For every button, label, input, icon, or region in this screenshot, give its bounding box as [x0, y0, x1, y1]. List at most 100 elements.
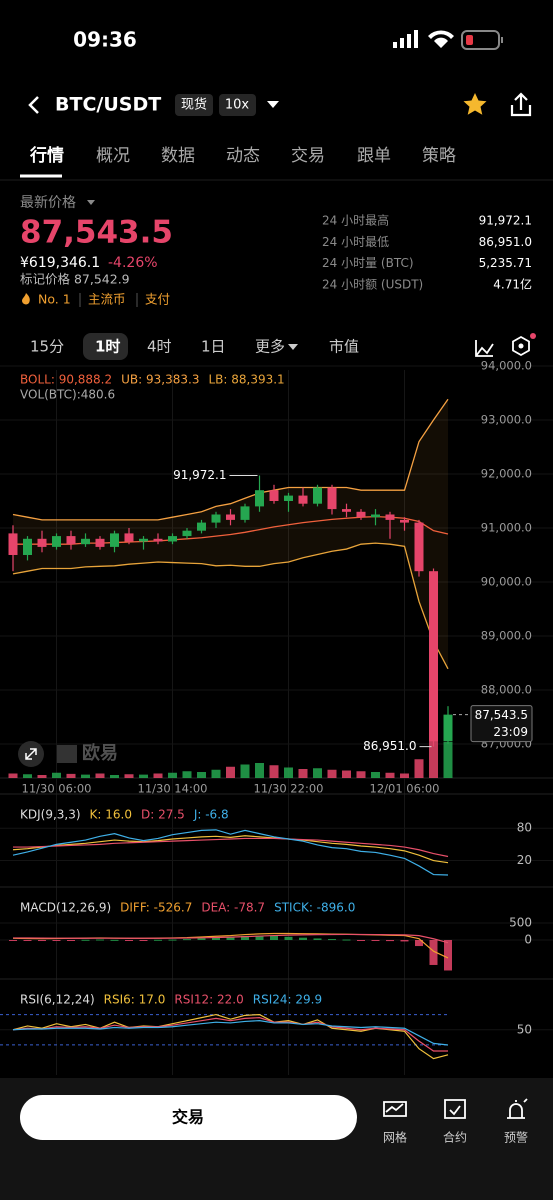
y-tick-label: 94,000.0 — [481, 359, 532, 373]
legend-entry: RSI(6,12,24) — [20, 993, 95, 1007]
candle-body — [443, 714, 453, 742]
boll-line — [12, 542, 449, 670]
macd-stick — [197, 938, 206, 940]
stat-value: 5,235.71 — [479, 256, 532, 270]
legend-entry: STICK: -896.0 — [274, 901, 355, 915]
volume-bar — [284, 767, 293, 778]
volume-bar — [240, 764, 250, 778]
volume-bar — [371, 772, 380, 778]
candle-body — [255, 490, 264, 507]
candle-body — [284, 495, 293, 501]
tag[interactable]: 主流币 — [88, 292, 126, 307]
share[interactable] — [510, 92, 532, 117]
interval[interactable]: 更多 — [255, 338, 285, 356]
volume-bar — [66, 773, 76, 778]
macd-stick — [125, 940, 133, 941]
pair-dropdown[interactable] — [267, 101, 279, 108]
tab[interactable]: 动态 — [226, 146, 260, 166]
grid-icon[interactable] — [383, 1101, 407, 1117]
candle-body — [385, 514, 395, 520]
candle-body — [414, 522, 424, 572]
tab[interactable]: 交易 — [291, 146, 325, 166]
candle-body — [197, 522, 206, 531]
settings-button[interactable] — [512, 335, 530, 357]
candle-body — [23, 538, 32, 555]
volume-bar — [255, 763, 264, 778]
candle-body — [298, 495, 308, 504]
macd-stick — [110, 939, 119, 941]
macd-stick — [81, 939, 90, 941]
volume-bar — [429, 736, 438, 778]
stat-label: 24 小时最低 — [322, 235, 389, 249]
macd-stick — [23, 940, 32, 941]
volume-bar — [37, 775, 47, 778]
badge-bg — [219, 94, 256, 116]
macd-stick — [67, 940, 75, 941]
legend-entry: DIFF: -526.7 — [120, 901, 192, 915]
interval[interactable]: 4时 — [147, 338, 172, 356]
favorite[interactable] — [463, 93, 487, 115]
legend-entry: MACD(12,26,9) — [20, 901, 111, 915]
countdown: 23:09 — [493, 725, 528, 739]
interval[interactable]: 1时 — [95, 338, 120, 356]
tab[interactable]: 跟单 — [357, 146, 391, 166]
candle-body — [52, 536, 61, 547]
tab[interactable]: 概况 — [96, 146, 130, 166]
rsi-line — [12, 1017, 448, 1052]
tag[interactable]: 支付 — [145, 292, 170, 307]
last-price-tag — [470, 705, 533, 743]
volume-bar — [182, 771, 192, 778]
stat-value: 86,951.0 — [479, 235, 532, 249]
volume-bar — [23, 774, 32, 778]
candle-body — [240, 506, 250, 520]
tab[interactable]: 行情 — [29, 145, 64, 166]
change: -4.26% — [108, 255, 158, 271]
alert-icon[interactable] — [507, 1098, 528, 1119]
interval[interactable]: 1日 — [201, 338, 226, 356]
macd-stick — [212, 937, 220, 940]
candle-body — [226, 514, 235, 520]
back-button[interactable] — [28, 96, 39, 114]
legend-entry: J: -6.8 — [193, 808, 229, 822]
tab[interactable]: 策略 — [422, 146, 456, 166]
candle-body — [139, 538, 148, 542]
legend-entry: BOLL: 90,888.2 — [20, 373, 112, 387]
indicator-button[interactable] — [475, 340, 494, 357]
macd-stick — [270, 935, 278, 940]
candle-body — [168, 536, 177, 542]
y-tick-label: 0 — [524, 933, 532, 947]
macd-stick — [386, 940, 394, 942]
interval[interactable]: 市值 — [329, 338, 359, 356]
x-tick-label: 12/01 06:00 — [370, 782, 440, 796]
contract-icon[interactable] — [444, 1099, 466, 1119]
candle-body — [95, 538, 105, 547]
volume-bar — [168, 772, 177, 778]
trade-button-label: 交易 — [172, 1108, 204, 1127]
volume-bar — [298, 769, 308, 778]
volume-bar — [52, 772, 61, 778]
cny-price: ¥619,346.1 — [20, 255, 100, 271]
y-tick-label: 93,000.0 — [481, 413, 532, 427]
volume-bar — [226, 766, 235, 778]
volume-bar — [95, 773, 105, 778]
tag[interactable]: No. 1 — [38, 292, 71, 307]
trade-button[interactable] — [20, 1095, 357, 1140]
macd-stick — [139, 940, 148, 941]
y-tick-label: 90,000.0 — [481, 574, 532, 588]
volume-bar — [313, 768, 322, 778]
candle-body — [371, 514, 380, 518]
candle-body — [429, 571, 438, 742]
low-label: 86,951.0 — [363, 739, 416, 753]
x-tick-label: 11/30 14:00 — [138, 782, 208, 796]
candle-body — [269, 490, 279, 501]
high-label: 91,972.1 — [173, 468, 226, 482]
rsi-line — [12, 1020, 449, 1046]
pair: BTC/USDT — [55, 94, 161, 116]
tab[interactable]: 数据 — [161, 146, 195, 166]
candle-body — [37, 538, 47, 547]
macd-stick — [429, 940, 438, 965]
macd-stick — [52, 940, 61, 941]
more-caret — [288, 344, 298, 350]
interval[interactable]: 15分 — [30, 338, 64, 356]
